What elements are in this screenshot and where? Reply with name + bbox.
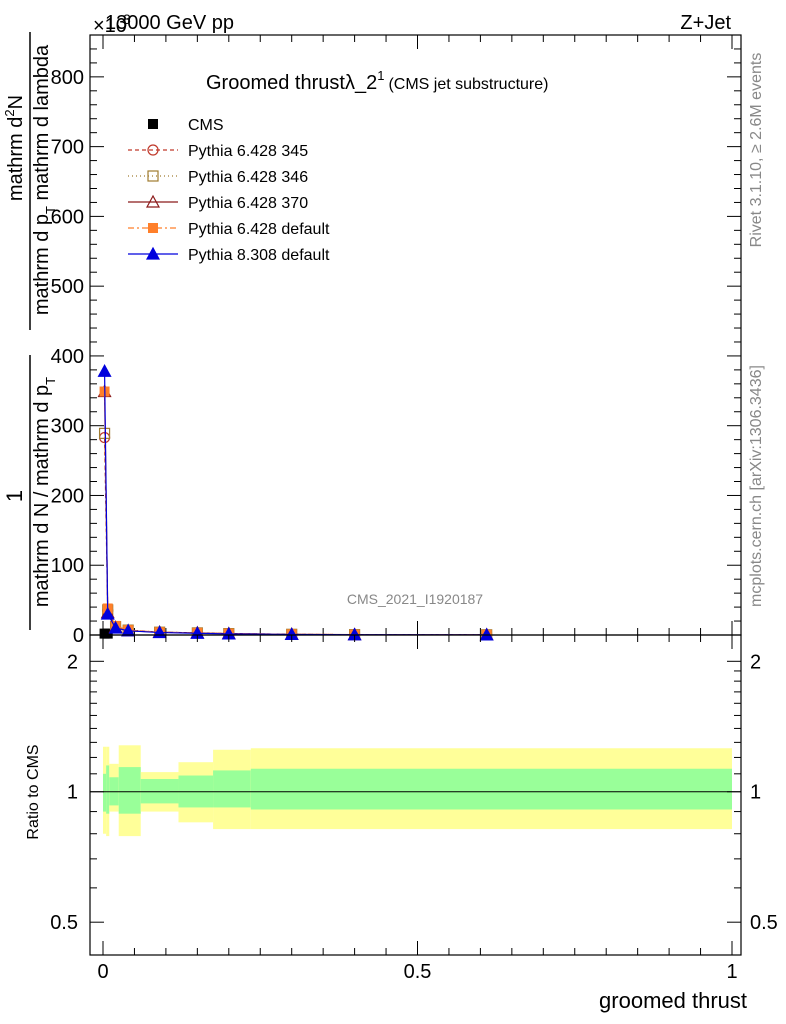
ylabel-denom-text: mathrm d p (31, 214, 53, 315)
legend-entry: Pythia 8.308 default (128, 246, 330, 264)
ylabel-denom-sub: T (43, 206, 58, 214)
x-axis-label: groomed thrust (599, 988, 747, 1013)
y-tick-label: 600 (51, 206, 84, 228)
legend-label: Pythia 6.428 370 (188, 195, 308, 212)
stat-uncertainty-band (250, 768, 732, 810)
legend-entry: Pythia 6.428 370 (128, 194, 308, 212)
y-exponent-prefix: ×10 (93, 15, 127, 37)
ratio-y-tick-label-right: 1 (750, 782, 761, 804)
ylabel-numer-tail: N (5, 95, 27, 109)
stat-uncertainty-band (106, 765, 110, 814)
ratio-y-tick-label-right: 0.5 (750, 912, 778, 934)
triangle-marker (100, 606, 115, 620)
triangle-marker (97, 364, 112, 377)
y-exponent: 3 (123, 11, 131, 27)
legend-entry: Pythia 6.428 default (128, 221, 330, 238)
ratio-y-tick-label: 0.5 (50, 912, 78, 934)
ylabel-numerator: mathrm d2N (2, 95, 27, 201)
square-marker (102, 628, 113, 639)
ratio-panel: 0.5 0.51 12 2 0 0.5 1 (50, 634, 778, 983)
series-cms (99, 628, 113, 639)
y-tick-label: 400 (51, 346, 84, 368)
ratio-y-label: Ratio to CMS (25, 744, 42, 839)
stat-uncertainty-band (140, 779, 179, 804)
circle-marker (147, 144, 159, 156)
square-marker (148, 223, 158, 233)
y-tick-label: 700 (51, 137, 84, 159)
triangle-marker (108, 620, 123, 634)
ylabel-prefix-denom-sub: T (43, 377, 58, 385)
legend: CMS Pythia 6.428 345 Pythia 6.428 346 Pythi… (128, 117, 330, 264)
legend-label: CMS (188, 117, 224, 134)
stat-uncertainty-band (103, 773, 107, 812)
main-y-ticks: 0 100 200 300 400 500 600 700 800 (51, 48, 741, 647)
x-tick-label: 0 (97, 961, 108, 983)
title-text: Groomed thrust (206, 72, 345, 94)
legend-entry: CMS (148, 117, 224, 134)
ylabel-numer-text: mathrm d (5, 117, 27, 201)
triangle-marker (121, 623, 136, 637)
title-superscript: 1 (377, 68, 384, 83)
ylabel-prefix-denom-text: mathrm d N / mathrm d p (31, 385, 53, 607)
stat-uncertainty-band (118, 767, 141, 814)
legend-entry: Pythia 6.428 346 (128, 169, 308, 186)
legend-entry: Pythia 6.428 345 (128, 143, 308, 160)
stat-uncertainty-band (213, 770, 251, 808)
x-tick-label: 1 (726, 961, 737, 983)
ratio-y-tick-label: 2 (67, 651, 78, 673)
ylabel-numer-sup: 2 (2, 109, 17, 116)
legend-label: Pythia 6.428 345 (188, 143, 308, 160)
square-marker (147, 170, 159, 182)
y-tick-label: 100 (51, 555, 84, 577)
series-p346 (98, 427, 493, 641)
ratio-x-ticks: 0 0.5 1 (97, 635, 738, 983)
ylabel-prefix-denominator: mathrm d N / mathrm d pT (31, 377, 58, 607)
ratio-y-ticks: 0.5 0.5 1 1 2 2 (50, 651, 778, 934)
y-tick-label: 500 (51, 276, 84, 298)
ylabel-prefix-numerator: 1 (2, 490, 27, 502)
analysis-watermark: CMS_2021_I1920187 (347, 591, 483, 607)
ratio-bands (103, 745, 732, 837)
rivet-version-label: Rivet 3.1.10, ≥ 2.6M events (748, 53, 765, 248)
source-label: mcplots.cern.ch [arXiv:1306.3436] (748, 365, 765, 607)
ratio-frame (89, 634, 742, 956)
legend-label: Pythia 6.428 346 (188, 169, 308, 186)
main-y-label: mathrm d2N mathrm d pT mathrm d lambda 1… (2, 32, 58, 630)
plot-title: Groomed thrustλ_21 (CMS jet substructure) (206, 68, 548, 94)
square-marker (148, 119, 158, 129)
ylabel-denom-tail: mathrm d lambda (31, 44, 53, 206)
title-note: (CMS jet substructure) (388, 76, 548, 93)
title-symbol: λ_2 (345, 72, 377, 94)
series-p345 (98, 431, 493, 641)
legend-label: Pythia 8.308 default (188, 247, 330, 264)
ylabel-denominator: mathrm d pT mathrm d lambda (31, 44, 58, 315)
y-tick-label: 800 (51, 67, 84, 89)
triangle-marker (145, 246, 161, 260)
y-tick-label: 200 (51, 485, 84, 507)
triangle-marker (145, 194, 161, 208)
header-energy: 13000 GeV pp (105, 12, 234, 34)
ratio-y-tick-label: 1 (67, 782, 78, 804)
legend-label: Pythia 6.428 default (188, 221, 330, 238)
x-tick-label: 0.5 (404, 961, 432, 983)
header-process: Z+Jet (680, 12, 731, 34)
triangle-marker (479, 627, 494, 641)
y-tick-label: 0 (73, 625, 84, 647)
ratio-y-tick-label-right: 2 (750, 651, 761, 673)
y-tick-label: 300 (51, 416, 84, 438)
